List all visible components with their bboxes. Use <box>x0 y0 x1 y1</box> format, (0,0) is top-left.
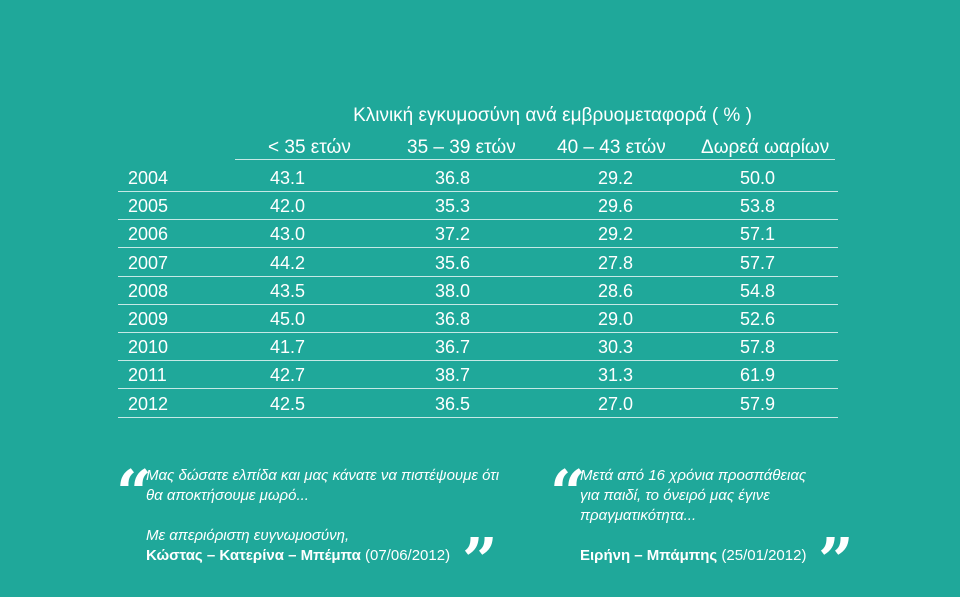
value-cell: 36.8 <box>435 309 471 329</box>
testimonial-1-line <box>146 506 499 526</box>
open-quote-icon: “ <box>116 456 152 529</box>
value-cell: 38.0 <box>435 280 471 301</box>
year-cell: 2004 <box>128 168 169 188</box>
value-cell: 38.7 <box>435 365 471 386</box>
value-cell: 41.7 <box>270 337 306 358</box>
testimonial-1-line: Με απεριόριστη ευγνωμοσύνη, <box>146 527 350 544</box>
value-cell: 61.9 <box>740 365 776 386</box>
value-cell: 27.0 <box>598 393 634 414</box>
testimonial-2-line: για παιδί, το όνειρό μας έγινε <box>580 487 770 504</box>
value-cell: 28.6 <box>598 280 634 301</box>
row-divider <box>118 360 838 362</box>
testimonial-1-signature: Κώστας – Κατερίνα – Μπέμπα (07/06/2012) <box>146 546 499 566</box>
year-cell: 2006 <box>128 224 169 245</box>
value-cell: 43.1 <box>270 168 306 188</box>
row-divider <box>118 275 838 277</box>
value-cell: 29.2 <box>598 168 634 188</box>
table-row: 2005 42.0 35.3 29.6 53.8 <box>118 192 838 221</box>
year-cell: 2008 <box>128 280 169 301</box>
value-cell: 27.8 <box>598 252 634 273</box>
value-cell: 29.2 <box>598 224 634 245</box>
testimonial-2-signature: Ειρήνη – Μπάμπης (25/01/2012) <box>580 546 806 566</box>
column-header-under-35: < 35 ετών <box>268 137 351 158</box>
row-divider <box>118 332 838 333</box>
value-cell: 36.8 <box>435 168 471 188</box>
value-cell: 54.8 <box>740 280 776 301</box>
testimonial-2-names: Ειρήνη – Μπάμπης <box>580 547 718 564</box>
close-quote-icon: ” <box>462 524 498 597</box>
value-cell: 43.0 <box>270 224 306 245</box>
header-divider <box>235 159 835 160</box>
value-cell: 44.2 <box>270 252 306 273</box>
testimonial-1: Μας δώσατε ελπίδα και μας κάνατε να πιστ… <box>146 466 499 566</box>
value-cell: 42.5 <box>270 393 306 414</box>
row-divider <box>118 388 838 390</box>
testimonial-2-line: Μετά από 16 χρόνια προσπάθειας <box>580 467 807 484</box>
testimonial-1-line: θα αποκτήσουμε μωρό... <box>146 487 309 504</box>
table-row: 2011 42.7 38.7 31.3 61.9 <box>118 361 838 390</box>
value-cell: 57.9 <box>740 393 776 414</box>
testimonial-2-spacer <box>580 526 806 546</box>
table-row: 2010 41.7 36.7 30.3 57.8 <box>118 333 838 362</box>
value-cell: 50.0 <box>740 168 776 188</box>
testimonial-2: Μετά από 16 χρόνια προσπάθειας για παιδί… <box>580 466 806 566</box>
value-cell: 52.6 <box>740 309 776 329</box>
column-header-egg-donation: Δωρεά ωαρίων <box>701 137 830 158</box>
year-cell: 2009 <box>128 309 169 329</box>
value-cell: 30.3 <box>598 337 634 358</box>
year-cell: 2011 <box>128 365 167 386</box>
table-row: 2008 43.5 38.0 28.6 54.8 <box>118 277 838 305</box>
value-cell: 35.6 <box>435 252 471 273</box>
value-cell: 29.0 <box>598 309 634 329</box>
row-divider <box>118 219 838 221</box>
row-divider <box>118 191 838 192</box>
value-cell: 57.7 <box>740 252 776 273</box>
table-caption: Κλινική εγκυμοσύνη ανά εμβρυομεταφορά ( … <box>353 105 752 126</box>
testimonial-2-date: (25/01/2012) <box>721 547 807 564</box>
table-row: 2007 44.2 35.6 27.8 57.7 <box>118 249 838 277</box>
value-cell: 36.5 <box>435 393 471 414</box>
year-cell: 2005 <box>128 196 169 217</box>
row-divider <box>118 416 838 418</box>
value-cell: 45.0 <box>270 309 306 329</box>
column-header-35-39: 35 – 39 ετών <box>407 137 516 158</box>
value-cell: 37.2 <box>435 224 471 245</box>
row-divider <box>118 303 838 305</box>
row-divider <box>118 247 838 249</box>
fertility-stats-page: Κλινική εγκυμοσύνη ανά εμβρυομεταφορά ( … <box>116 105 854 592</box>
table-row: 2012 42.5 36.5 27.0 57.9 <box>118 390 838 418</box>
year-cell: 2007 <box>128 252 169 273</box>
value-cell: 35.3 <box>435 196 471 217</box>
year-cell: 2012 <box>128 393 169 414</box>
value-cell: 31.3 <box>598 365 634 386</box>
year-cell: 2010 <box>128 337 169 358</box>
value-cell: 36.7 <box>435 337 471 358</box>
value-cell: 53.8 <box>740 196 776 217</box>
testimonial-1-line: Μας δώσατε ελπίδα και μας κάνατε να πιστ… <box>146 467 500 484</box>
testimonial-1-date: (07/06/2012) <box>365 547 451 564</box>
column-header-40-43: 40 – 43 ετών <box>557 137 666 158</box>
table-row: 2006 43.0 37.2 29.2 57.1 <box>118 220 838 249</box>
value-cell: 42.0 <box>270 196 306 217</box>
table-row: 2009 45.0 36.8 29.0 52.6 <box>118 305 838 333</box>
value-cell: 57.1 <box>740 224 776 245</box>
testimonial-2-line: πραγματικότητα... <box>580 507 697 524</box>
testimonial-1-names: Κώστας – Κατερίνα – Μπέμπα <box>146 547 361 564</box>
value-cell: 57.8 <box>740 337 776 358</box>
table-row: 2004 43.1 36.8 29.2 50.0 <box>118 164 838 192</box>
value-cell: 29.6 <box>598 196 634 217</box>
close-quote-icon: ” <box>818 524 854 597</box>
open-quote-icon: “ <box>550 456 586 529</box>
value-cell: 43.5 <box>270 280 306 301</box>
value-cell: 42.7 <box>270 365 306 386</box>
